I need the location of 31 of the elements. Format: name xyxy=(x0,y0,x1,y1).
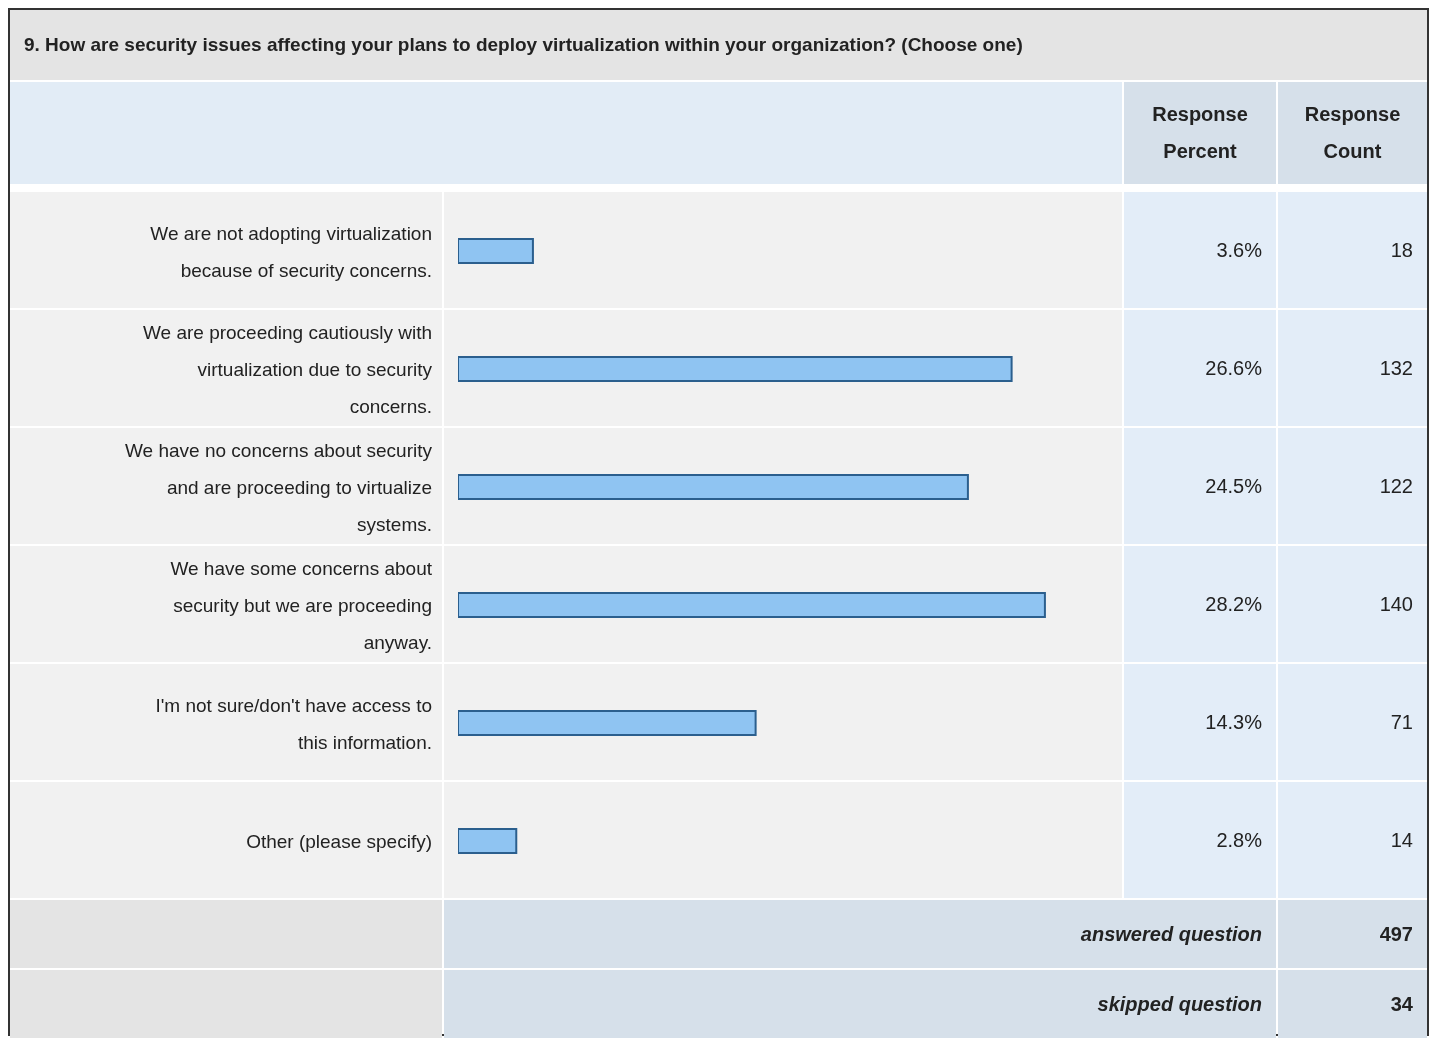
text: 140 xyxy=(1278,546,1427,662)
data-label: 24.5% xyxy=(1124,428,1276,544)
text: 34 xyxy=(1278,970,1427,1038)
data-label: 3.6% xyxy=(1124,192,1276,308)
data-label: 28.2% xyxy=(1124,546,1276,662)
bar xyxy=(458,356,1013,382)
bar xyxy=(458,238,534,264)
data-label: 26.6% xyxy=(1124,310,1276,426)
y-tick-label: We are proceeding cautiously with virtualization due to security concerns. xyxy=(142,321,433,417)
text: 122 xyxy=(1278,428,1427,544)
text: 71 xyxy=(1278,664,1427,780)
bar xyxy=(458,710,757,736)
text: Response Count xyxy=(1304,102,1401,164)
bar xyxy=(458,592,1046,618)
bar xyxy=(458,828,518,854)
text: 132 xyxy=(1278,310,1427,426)
y-tick-label: We have no concerns about security and are proceeding to virtualize systems. xyxy=(125,439,433,535)
chart-title: 9. How are security issues affecting your plans to deploy virtualization within your organization? (Choose one) xyxy=(10,10,1427,80)
y-tick-label: Other (please specify) xyxy=(246,830,432,852)
text: Response Percent xyxy=(1152,102,1248,164)
y-tick-label: We are not adopting virtualization because of security concerns. xyxy=(150,222,432,280)
y-tick-label: I'm not sure/don't have access to this information. xyxy=(155,694,432,752)
text: 497 xyxy=(1278,900,1427,968)
data-label: 2.8% xyxy=(1124,782,1276,898)
text: answered question xyxy=(444,900,1276,968)
data-label: 14.3% xyxy=(1124,664,1276,780)
bar xyxy=(458,474,969,500)
text: 18 xyxy=(1278,192,1427,308)
y-tick-label: We have some concerns about security but we are proceeding anyway. xyxy=(170,557,433,653)
text: 14 xyxy=(1278,782,1427,898)
text: skipped question xyxy=(444,970,1276,1038)
